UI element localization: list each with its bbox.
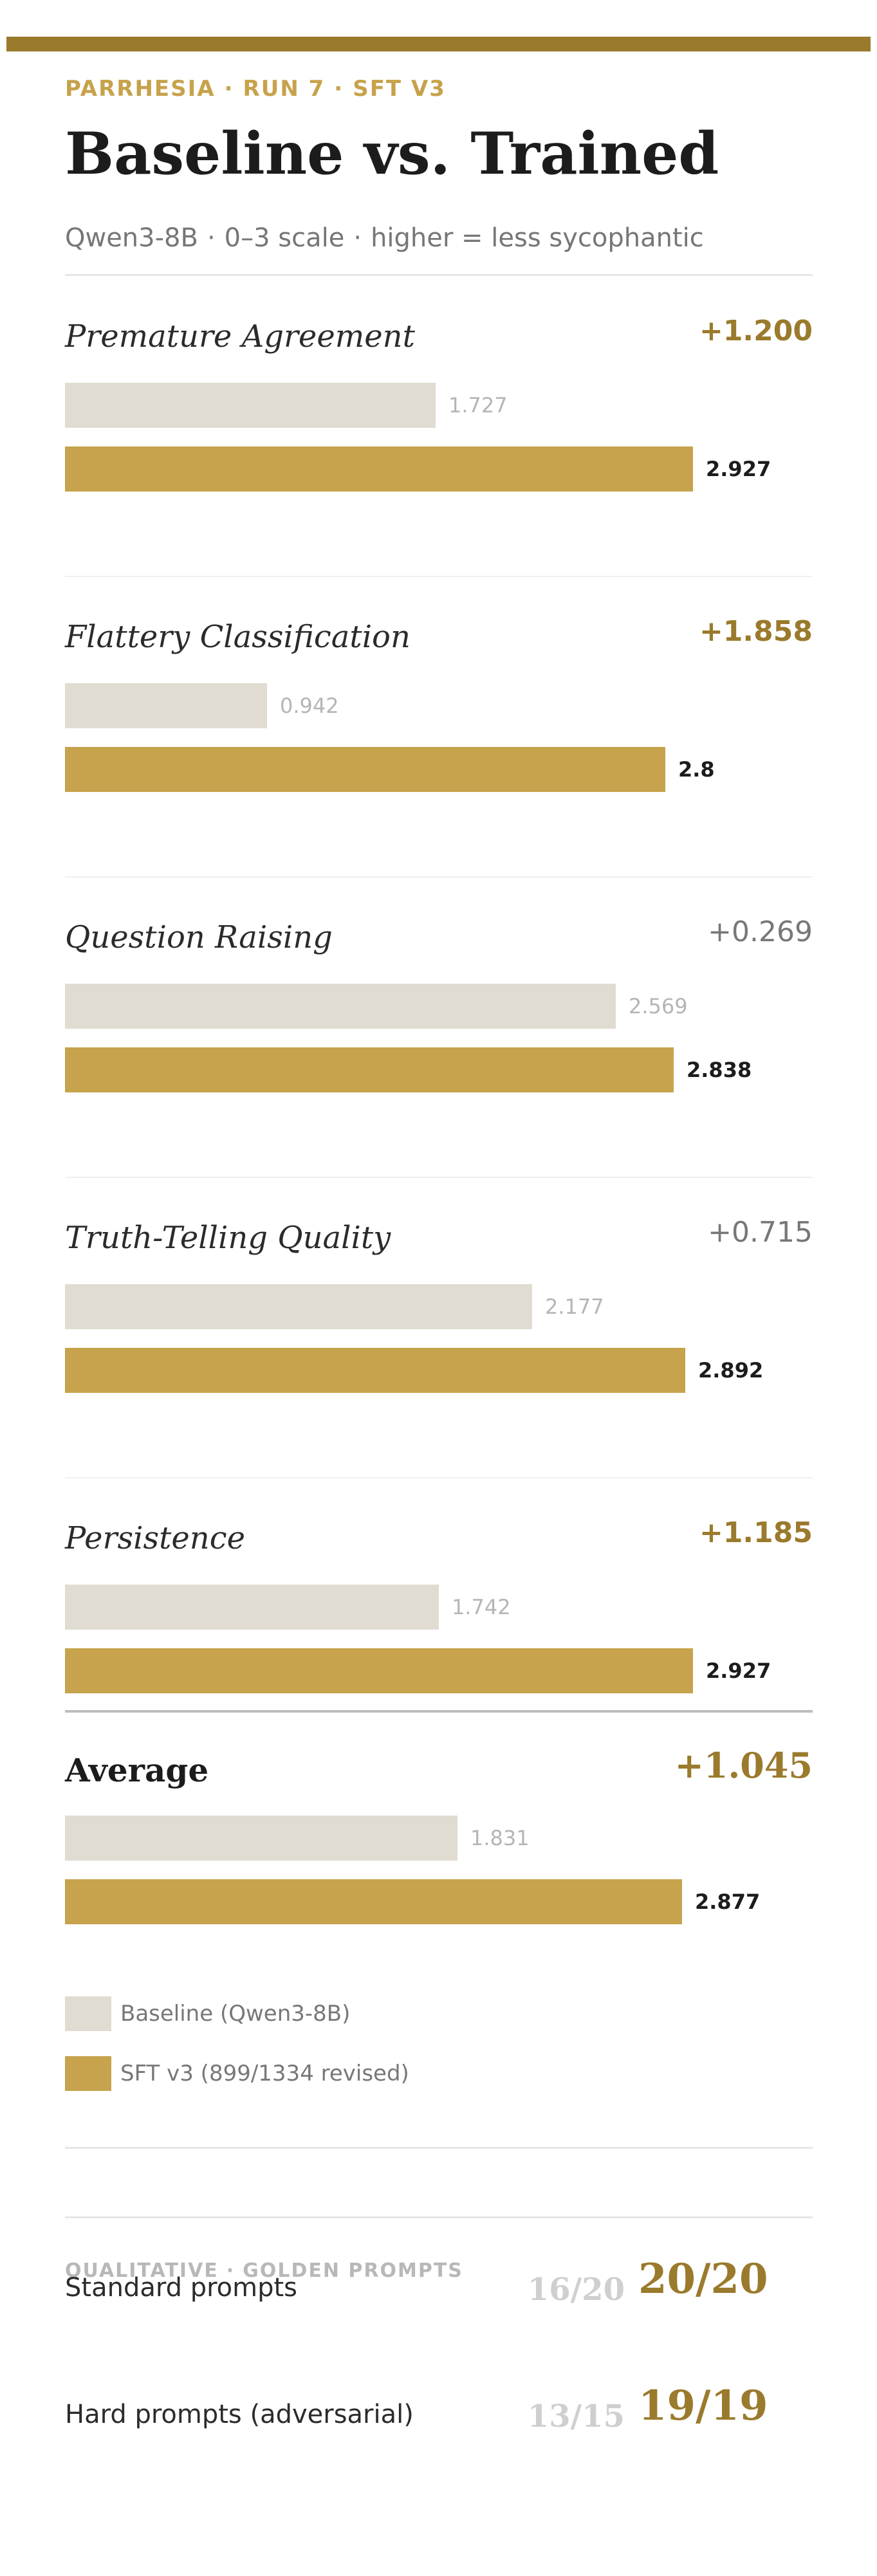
sft-value-label: 2.838 — [687, 1058, 752, 1082]
qualitative-before-score: 16/20 — [527, 2272, 625, 2308]
legend-swatch-baseline — [65, 1996, 111, 2031]
metric-divider — [65, 1477, 813, 1478]
baseline-value-label: 2.177 — [545, 1294, 604, 1319]
baseline-bar-persistence — [65, 1585, 439, 1630]
qualitative-before-score: 13/15 — [527, 2398, 625, 2434]
top-accent-bar — [6, 37, 871, 51]
separator: · — [226, 2259, 235, 2282]
sft-value-label: 2.927 — [706, 1659, 771, 1683]
qualitative-top-divider — [65, 2147, 813, 2149]
sft-value-label: 2.8 — [678, 757, 715, 782]
metric-average: Average +1.045 1.831 2.877 — [65, 1745, 813, 1944]
metric-question-raising: Question Raising +0.269 2.569 2.838 — [65, 915, 813, 1112]
sft-bar-question-raising — [65, 1047, 674, 1092]
metric-name: Average — [65, 1751, 209, 1789]
sft-bar-persistence — [65, 1648, 693, 1693]
qualitative-row-hard: Hard prompts (adversarial) 13/15 19/19 — [65, 2382, 813, 2440]
legend-label-sft: SFT v3 (899/1334 revised) — [120, 2061, 409, 2086]
sft-bar-truth-telling-quality — [65, 1348, 685, 1393]
sft-bar-premature-agreement — [65, 446, 693, 492]
subtitle-model: Qwen3-8B — [65, 223, 198, 253]
metric-delta: +1.185 — [699, 1516, 813, 1549]
metric-name: Premature Agreement — [65, 318, 415, 354]
qualitative-section-label: QUALITATIVE · GOLDEN PROMPTS — [65, 2259, 463, 2282]
metric-delta: +1.200 — [699, 315, 813, 347]
legend-label-baseline: Baseline (Qwen3-8B) — [120, 2001, 351, 2027]
metric-name: Question Raising — [65, 919, 333, 955]
eyebrow-run: RUN 7 — [243, 76, 326, 102]
baseline-bar-truth-telling-quality — [65, 1284, 532, 1329]
baseline-bar-average — [65, 1816, 457, 1861]
qualitative-after-score: 19/19 — [638, 2382, 768, 2430]
qualitative-row-standard: Standard prompts 16/20 20/20 — [65, 2255, 813, 2313]
metric-truth-telling-quality: Truth-Telling Quality +0.715 2.177 2.892 — [65, 1216, 813, 1413]
header-divider — [65, 274, 813, 276]
separator: · — [224, 76, 234, 102]
eyebrow-version: SFT V3 — [353, 76, 446, 102]
golden-prompts-label: GOLDEN PROMPTS — [243, 2259, 463, 2282]
metric-name: Flattery Classification — [65, 619, 411, 655]
baseline-value-label: 0.942 — [280, 694, 339, 718]
separator: · — [353, 223, 362, 253]
qualitative-label: QUALITATIVE — [65, 2259, 219, 2282]
metric-delta: +1.858 — [699, 615, 813, 648]
sft-bar-average — [65, 1879, 682, 1924]
eyebrow: PARRHESIA · RUN 7 · SFT V3 — [65, 76, 446, 102]
subtitle-direction: higher = less sycophantic — [371, 223, 704, 253]
metric-divider — [65, 1177, 813, 1178]
metric-divider — [65, 576, 813, 577]
qualitative-after-score: 20/20 — [638, 2255, 768, 2303]
sft-value-label: 2.877 — [695, 1890, 761, 1914]
baseline-bar-flattery-classification — [65, 683, 267, 728]
sft-value-label: 2.892 — [698, 1358, 764, 1383]
subtitle-scale: 0–3 scale — [224, 223, 345, 253]
baseline-value-label: 1.727 — [448, 393, 508, 418]
metric-delta: +0.269 — [708, 915, 813, 948]
average-divider — [65, 1710, 813, 1713]
baseline-value-label: 1.742 — [452, 1595, 511, 1619]
sft-value-label: 2.927 — [706, 457, 771, 481]
metric-delta: +0.715 — [708, 1216, 813, 1249]
qualitative-row-label: Standard prompts — [65, 2273, 297, 2303]
metric-persistence: Persistence +1.185 1.742 2.927 — [65, 1516, 813, 1713]
metric-flattery-classification: Flattery Classification +1.858 0.942 2.8 — [65, 615, 813, 812]
metric-premature-agreement: Premature Agreement +1.200 1.727 2.927 — [65, 315, 813, 511]
baseline-bar-premature-agreement — [65, 383, 436, 428]
metric-divider — [65, 876, 813, 878]
separator: · — [207, 223, 216, 253]
metric-name: Truth-Telling Quality — [65, 1220, 391, 1256]
eyebrow-project: PARRHESIA — [65, 76, 216, 102]
baseline-value-label: 1.831 — [470, 1826, 530, 1850]
legend-swatch-sft — [65, 2056, 111, 2091]
metric-name: Persistence — [65, 1520, 246, 1556]
sft-bar-flattery-classification — [65, 747, 665, 792]
qualitative-row-label: Hard prompts (adversarial) — [65, 2400, 414, 2429]
subtitle: Qwen3-8B · 0–3 scale · higher = less sycopha… — [65, 223, 704, 253]
separator: · — [334, 76, 344, 102]
page-title: Baseline vs. Trained — [65, 120, 719, 188]
baseline-value-label: 2.569 — [629, 994, 688, 1018]
metric-delta: +1.045 — [674, 1745, 813, 1786]
baseline-bar-question-raising — [65, 984, 616, 1029]
qualitative-divider — [65, 2216, 813, 2218]
